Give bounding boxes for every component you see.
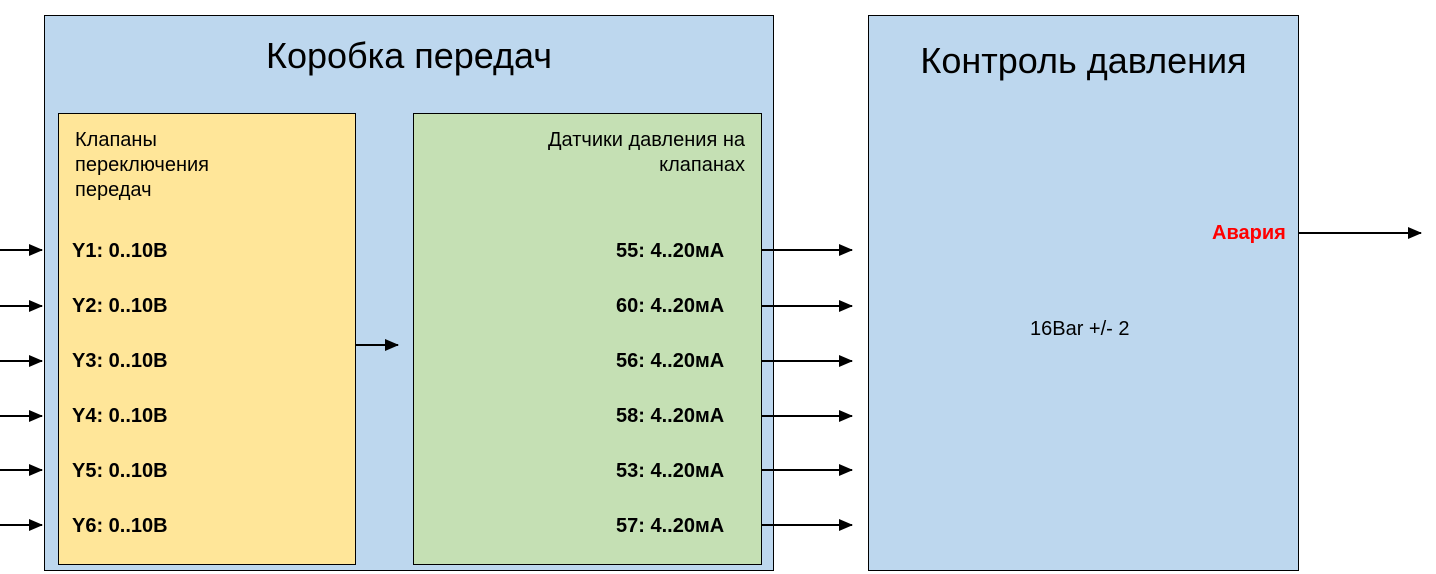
arrow-to-pressure — [762, 469, 852, 471]
valve-signal: Y1: 0..10В — [72, 240, 168, 263]
arrow-to-pressure — [762, 360, 852, 362]
arrow-in — [0, 305, 42, 307]
valve-signal: Y5: 0..10В — [72, 460, 168, 483]
valves-label: Клапаны переключения передач — [59, 114, 279, 203]
sensors-panel: Датчики давления на клапанах — [413, 113, 762, 565]
arrow-in — [0, 360, 42, 362]
valve-signal: Y3: 0..10В — [72, 350, 168, 373]
valve-signal: Y2: 0..10В — [72, 295, 168, 318]
sensor-signal: 57: 4..20мА — [616, 515, 724, 538]
pressure-param: 16Bar +/- 2 — [1030, 318, 1130, 341]
alarm-label: Авария — [1212, 222, 1286, 245]
valves-panel: Клапаны переключения передач — [58, 113, 356, 565]
sensor-signal: 58: 4..20мА — [616, 405, 724, 428]
sensor-signal: 56: 4..20мА — [616, 350, 724, 373]
arrow-in — [0, 469, 42, 471]
sensors-label: Датчики давления на клапанах — [521, 114, 761, 178]
arrow-to-pressure — [762, 249, 852, 251]
sensor-signal: 53: 4..20мА — [616, 460, 724, 483]
arrow-to-pressure — [762, 524, 852, 526]
arrow-to-pressure — [762, 415, 852, 417]
gearbox-title: Коробка передач — [45, 16, 773, 96]
sensor-signal: 55: 4..20мА — [616, 240, 724, 263]
pressure-panel: Контроль давления — [868, 15, 1299, 571]
arrow-in — [0, 249, 42, 251]
valve-signal: Y6: 0..10В — [72, 515, 168, 538]
valve-signal: Y4: 0..10В — [72, 405, 168, 428]
sensor-signal: 60: 4..20мА — [616, 295, 724, 318]
arrow-alarm-out — [1299, 232, 1421, 234]
arrow-in — [0, 524, 42, 526]
arrow-to-pressure — [762, 305, 852, 307]
arrow-in — [0, 415, 42, 417]
pressure-title: Контроль давления — [869, 16, 1298, 83]
arrow-mid — [356, 344, 398, 346]
